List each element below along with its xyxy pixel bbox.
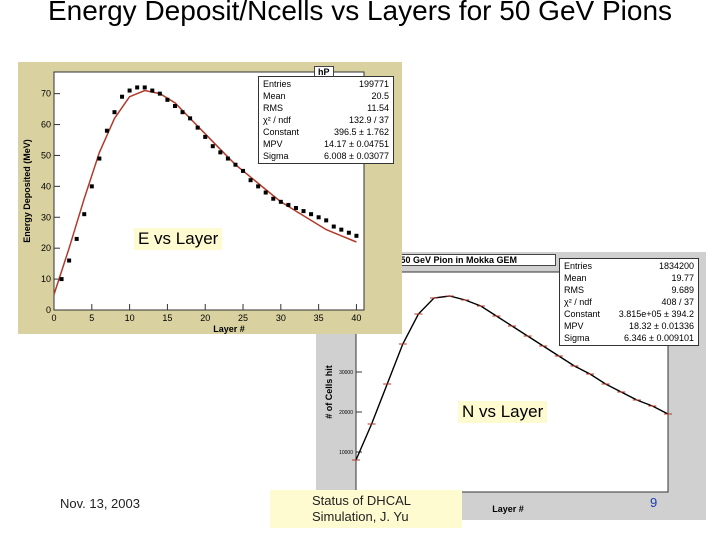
data-point <box>67 258 72 263</box>
data-point <box>278 199 283 204</box>
y-tick-label: 70 <box>41 89 51 99</box>
data-point <box>203 134 208 139</box>
data-point <box>263 190 268 195</box>
data-point <box>120 94 125 99</box>
stat-row: Mean 19.77 <box>564 273 694 283</box>
y-tick-label: 10 <box>41 274 51 284</box>
stat-row: Constant 3.815e+05 ± 394.2 <box>564 309 694 319</box>
stat-row: Sigma 6.008 ± 0.03077 <box>263 151 389 161</box>
e-vs-layer-tag: E vs Layer <box>134 228 223 250</box>
data-point <box>127 88 132 93</box>
stat-row: Constant 396.5 ± 1.762 <box>263 127 389 137</box>
data-point <box>324 218 329 223</box>
n-vs-layer-tag: N vs Layer <box>458 401 548 423</box>
data-point <box>104 128 109 133</box>
data-point <box>354 233 359 238</box>
data-point <box>233 162 238 167</box>
y-axis-label: Energy Deposited (MeV) <box>22 139 32 243</box>
data-point <box>74 236 79 241</box>
y-tick-label: 40 <box>41 181 51 191</box>
stat-row: χ² / ndf 132.9 / 37 <box>263 115 389 125</box>
stat-row: RMS 9.689 <box>564 285 694 295</box>
data-point <box>301 209 306 214</box>
stat-row: MPV 18.32 ± 0.01336 <box>564 321 694 331</box>
data-point <box>241 168 246 173</box>
data-point <box>271 196 276 201</box>
x-axis-label: Layer # <box>492 504 524 514</box>
data-point <box>210 144 215 149</box>
data-point <box>316 215 321 220</box>
data-point <box>293 206 298 210</box>
stat-row: Entries 1834200 <box>564 261 694 271</box>
data-point <box>286 202 291 207</box>
data-point <box>309 212 314 217</box>
data-point <box>112 110 117 115</box>
data-point <box>188 116 193 121</box>
e-stats-box: Entries 199771 Mean 20.5 RMS 11.54 χ² / ndf… <box>258 76 394 164</box>
n-vs-layer-panel: 1000020000300004000050000Layer ## of Cel… <box>316 252 706 520</box>
data-point <box>346 230 351 235</box>
stat-row: RMS 11.54 <box>263 103 389 113</box>
x-tick-label: 20 <box>200 313 210 323</box>
x-tick-label: 15 <box>162 313 172 323</box>
n-stats-box: Entries 1834200 Mean 19.77 RMS 9.689 χ² / n… <box>559 258 699 346</box>
stat-row: χ² / ndf 408 / 37 <box>564 297 694 307</box>
stat-row: Mean 20.5 <box>263 91 389 101</box>
x-tick-label: 25 <box>238 313 248 323</box>
data-point <box>135 85 140 90</box>
slide-status: Status of DHCAL Simulation, J. Yu <box>270 490 462 528</box>
data-point <box>89 184 94 189</box>
y-tick-label: 30000 <box>339 370 353 376</box>
x-tick-label: 0 <box>51 313 56 323</box>
y-tick-label: 60 <box>41 120 51 130</box>
data-point <box>256 184 261 189</box>
slide-title: Energy Deposit/Ncells vs Layers for 50 G… <box>47 0 673 26</box>
x-tick-label: 30 <box>276 313 286 323</box>
y-tick-label: 30 <box>41 212 51 222</box>
data-point <box>195 125 200 130</box>
page-number: 9 <box>650 495 658 510</box>
stat-row: Entries 199771 <box>263 79 389 89</box>
data-point <box>180 110 185 115</box>
stat-row: MPV 14.17 ± 0.04751 <box>263 139 389 149</box>
n-chart-title: ion for 50 GeV Pion in Mokka GEM <box>366 254 556 266</box>
data-point <box>142 85 147 90</box>
data-point <box>218 150 223 155</box>
data-point <box>150 88 155 93</box>
y-tick-label: 50 <box>41 150 51 160</box>
data-point <box>339 227 344 232</box>
data-point <box>59 277 64 282</box>
data-point <box>82 212 87 217</box>
fit-curve <box>53 89 357 295</box>
y-tick-label: 0 <box>46 305 51 315</box>
e-vs-layer-panel: 0 5 10 15 20 25 30 35 40 0 10 20 30 40 50 60 70 Layer # En… <box>18 62 402 334</box>
x-tick-label: 35 <box>314 313 324 323</box>
x-tick-label: 40 <box>351 313 361 323</box>
data-point <box>165 97 170 102</box>
data-point <box>248 178 253 183</box>
data-point <box>331 224 336 229</box>
slide-date: Nov. 13, 2003 <box>60 496 140 511</box>
data-point <box>97 156 102 161</box>
data-point <box>225 156 230 161</box>
y-tick-label: 20000 <box>339 410 353 416</box>
x-axis-label: Layer # <box>213 324 245 334</box>
y-tick-label: 20 <box>41 243 51 253</box>
x-tick-label: 10 <box>125 313 135 323</box>
data-point <box>157 91 162 96</box>
data-point <box>172 104 177 108</box>
x-tick-label: 5 <box>89 313 94 323</box>
y-axis-label: # of Cells hit <box>324 365 334 419</box>
y-tick-label: 10000 <box>339 450 353 456</box>
stat-row: Sigma 6.346 ± 0.009101 <box>564 333 694 343</box>
